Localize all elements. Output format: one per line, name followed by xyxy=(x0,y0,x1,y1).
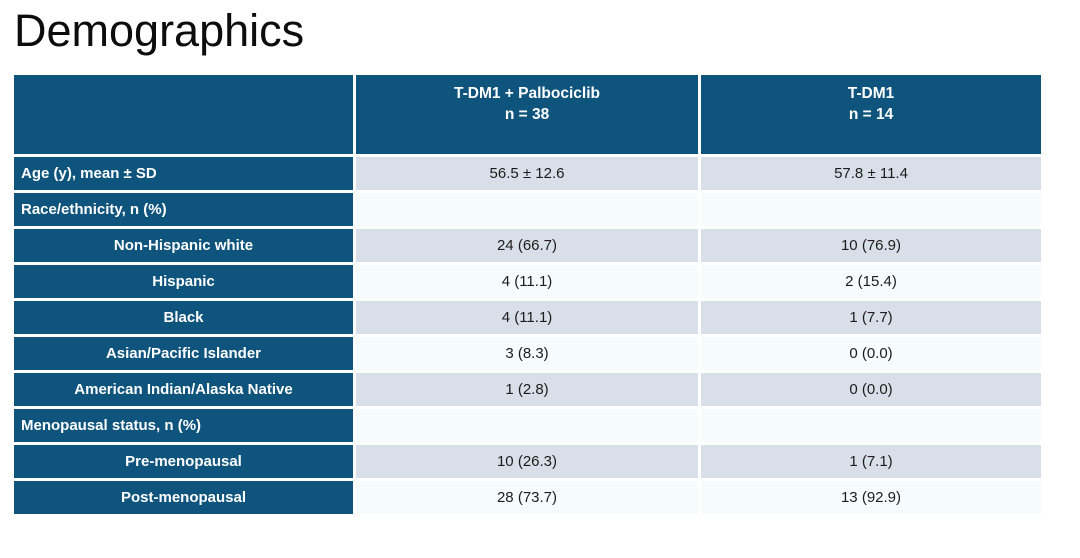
row-label-cell: Non-Hispanic white xyxy=(14,229,353,262)
row-value-cell-arm1: 56.5 ± 12.6 xyxy=(356,157,698,190)
row-label-cell: Asian/Pacific Islander xyxy=(14,337,353,370)
table-row-hispanic: Hispanic 4 (11.1) 2 (15.4) xyxy=(14,265,1041,298)
arm1-name: T-DM1 + Palbociclib xyxy=(454,85,600,102)
row-label-cell: Hispanic xyxy=(14,265,353,298)
row-value-cell-arm2 xyxy=(701,409,1041,442)
row-value-cell-arm2: 2 (15.4) xyxy=(701,265,1041,298)
row-value-cell-arm2: 13 (92.9) xyxy=(701,481,1041,514)
row-label-cell: Black xyxy=(14,301,353,334)
row-label-cell: Age (y), mean ± SD xyxy=(14,157,353,190)
row-value-cell-arm1 xyxy=(356,409,698,442)
arm2-sample-size: n = 14 xyxy=(848,106,894,123)
row-value-cell-arm2: 1 (7.1) xyxy=(701,445,1041,478)
header-spacer-cell xyxy=(14,75,353,154)
arm1-sample-size: n = 38 xyxy=(504,106,550,123)
row-value-cell-arm2: 1 (7.7) xyxy=(701,301,1041,334)
row-label-cell: American Indian/Alaska Native xyxy=(14,373,353,406)
table-row-asian-pacific-islander: Asian/Pacific Islander 3 (8.3) 0 (0.0) xyxy=(14,337,1041,370)
table-row-race-ethnicity-header: Race/ethnicity, n (%) xyxy=(14,193,1041,226)
table-row-post-menopausal: Post-menopausal 28 (73.7) 13 (92.9) xyxy=(14,481,1041,514)
header-arm1-cell: T-DM1 + Palbociclib n = 38 xyxy=(356,75,698,154)
table-row-pre-menopausal: Pre-menopausal 10 (26.3) 1 (7.1) xyxy=(14,445,1041,478)
row-value-cell-arm1: 3 (8.3) xyxy=(356,337,698,370)
table-row-non-hispanic-white: Non-Hispanic white 24 (66.7) 10 (76.9) xyxy=(14,229,1041,262)
row-label-cell: Menopausal status, n (%) xyxy=(14,409,353,442)
demographics-table: T-DM1 + Palbociclib n = 38 T-DM1 n = 14 … xyxy=(11,72,1044,517)
table-header-row: T-DM1 + Palbociclib n = 38 T-DM1 n = 14 xyxy=(14,75,1041,154)
row-value-cell-arm1: 28 (73.7) xyxy=(356,481,698,514)
table-row-black: Black 4 (11.1) 1 (7.7) xyxy=(14,301,1041,334)
row-value-cell-arm2: 0 (0.0) xyxy=(701,373,1041,406)
row-label-cell: Race/ethnicity, n (%) xyxy=(14,193,353,226)
row-value-cell-arm2: 10 (76.9) xyxy=(701,229,1041,262)
table-row-age: Age (y), mean ± SD 56.5 ± 12.6 57.8 ± 11… xyxy=(14,157,1041,190)
row-label-cell: Post-menopausal xyxy=(14,481,353,514)
row-value-cell-arm2: 57.8 ± 11.4 xyxy=(701,157,1041,190)
row-value-cell-arm1: 4 (11.1) xyxy=(356,301,698,334)
row-value-cell-arm1 xyxy=(356,193,698,226)
row-value-cell-arm1: 1 (2.8) xyxy=(356,373,698,406)
row-value-cell-arm1: 4 (11.1) xyxy=(356,265,698,298)
row-value-cell-arm1: 24 (66.7) xyxy=(356,229,698,262)
table-row-american-indian-alaska-native: American Indian/Alaska Native 1 (2.8) 0 … xyxy=(14,373,1041,406)
row-value-cell-arm1: 10 (26.3) xyxy=(356,445,698,478)
table-row-menopausal-status-header: Menopausal status, n (%) xyxy=(14,409,1041,442)
row-value-cell-arm2 xyxy=(701,193,1041,226)
row-label-cell: Pre-menopausal xyxy=(14,445,353,478)
row-value-cell-arm2: 0 (0.0) xyxy=(701,337,1041,370)
header-arm2-cell: T-DM1 n = 14 xyxy=(701,75,1041,154)
arm2-name: T-DM1 xyxy=(847,85,895,102)
slide-title: Demographics xyxy=(14,5,305,56)
